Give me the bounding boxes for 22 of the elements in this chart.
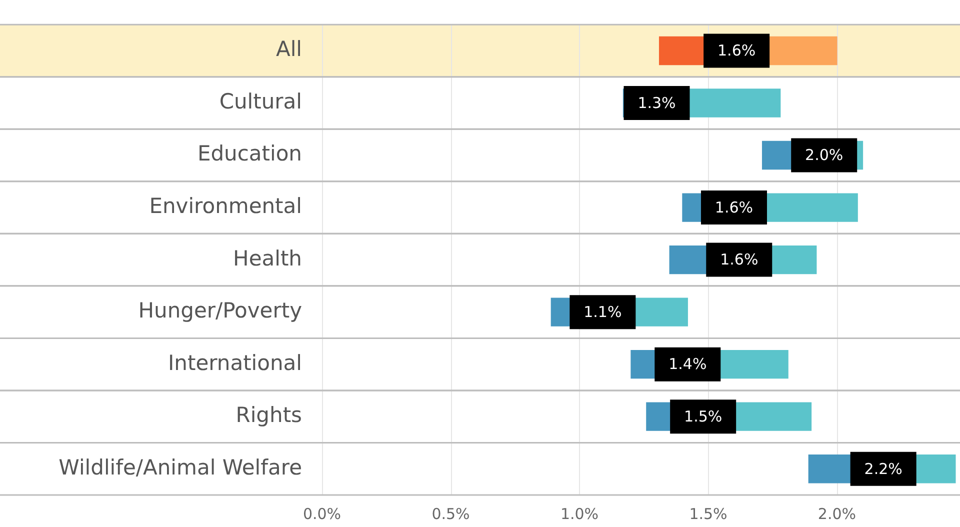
- x-tick-label: 2.0%: [818, 504, 856, 523]
- annotation: 1.4%: [668, 355, 707, 374]
- y-tick-label: Hunger/Poverty: [138, 298, 302, 323]
- y-tick-label: Health: [233, 246, 302, 270]
- y-tick-label: Wildlife/Animal Welfare: [58, 455, 302, 480]
- y-tick-label: All: [276, 37, 302, 62]
- x-tick-label: 0.0%: [302, 504, 342, 523]
- annotation: 1.1%: [584, 302, 622, 321]
- x-tick-label: 1.5%: [689, 504, 728, 523]
- annotation: 1.6%: [714, 198, 754, 216]
- y-tick-label: Education: [197, 142, 302, 166]
- annotation: 2.2%: [864, 460, 902, 478]
- x-tick-label: 0.5%: [432, 504, 470, 523]
- y-tick-label: Rights: [236, 403, 302, 428]
- x-tick-label: 1.0%: [560, 504, 599, 523]
- annotation: 2.0%: [805, 146, 844, 164]
- annotation: 1.6%: [718, 42, 756, 60]
- y-tick-label: Environmental: [149, 194, 302, 218]
- annotation: 1.6%: [720, 250, 758, 269]
- annotation: 1.5%: [684, 407, 722, 426]
- y-tick-label: International: [168, 350, 302, 375]
- y-tick-label: Cultural: [219, 89, 302, 114]
